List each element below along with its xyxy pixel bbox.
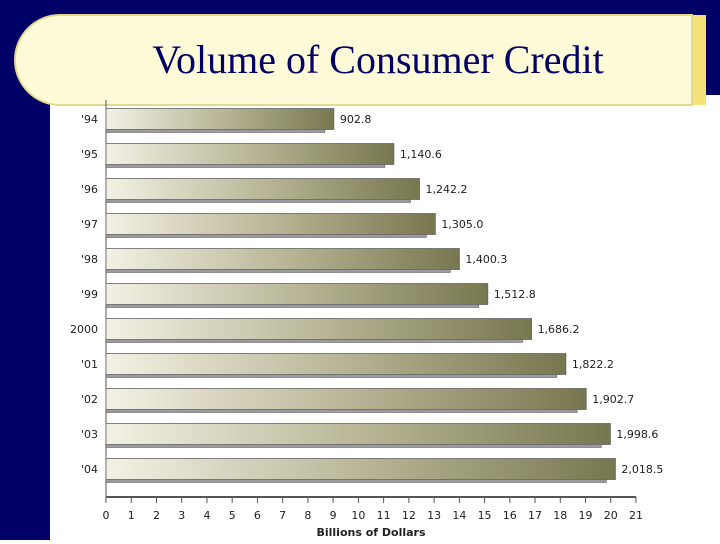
x-tick-label: 19 — [579, 509, 593, 522]
bar — [105, 318, 532, 340]
x-tick-label: 2 — [153, 509, 160, 522]
value-label: 1,140.6 — [400, 148, 442, 161]
bar — [105, 143, 395, 165]
bar — [105, 458, 616, 480]
y-tick-label: '95 — [81, 148, 98, 161]
y-tick-label: '01 — [81, 358, 98, 371]
x-tick-label: 0 — [103, 509, 110, 522]
x-tick-label: 13 — [427, 509, 441, 522]
x-tick-label: 6 — [254, 509, 261, 522]
x-tick-label: 18 — [553, 509, 567, 522]
bar — [105, 353, 567, 375]
x-tick-label: 11 — [377, 509, 391, 522]
x-tick-label: 9 — [330, 509, 337, 522]
x-tick-label: 7 — [279, 509, 286, 522]
y-tick-label: '97 — [81, 218, 98, 231]
value-label: 1,512.8 — [494, 288, 536, 301]
y-tick-label: '02 — [81, 393, 98, 406]
x-tick-label: 17 — [528, 509, 542, 522]
accent-stripe — [690, 15, 706, 105]
value-label: 1,400.3 — [465, 253, 507, 266]
value-label: 1,305.0 — [441, 218, 483, 231]
x-tick-label: 15 — [478, 509, 492, 522]
x-tick-label: 3 — [178, 509, 185, 522]
value-label: 1,902.7 — [592, 393, 634, 406]
chart-title: Volume of Consumer Credit — [152, 37, 603, 82]
x-tick-label: 12 — [402, 509, 416, 522]
y-tick-label: '04 — [81, 463, 98, 476]
value-label: 1,998.6 — [616, 428, 658, 441]
bar — [105, 108, 335, 130]
x-axis-label: Billions of Dollars — [316, 526, 425, 539]
y-tick-label: '94 — [81, 113, 98, 126]
x-tick-label: 1 — [128, 509, 135, 522]
value-label: 1,822.2 — [572, 358, 614, 371]
value-label: 902.8 — [340, 113, 372, 126]
x-tick-label: 16 — [503, 509, 517, 522]
bar — [105, 388, 587, 410]
bar — [105, 178, 420, 200]
x-tick-label: 8 — [304, 509, 311, 522]
x-tick-label: 21 — [629, 509, 643, 522]
x-tick-label: 5 — [229, 509, 236, 522]
bar — [105, 283, 489, 305]
y-tick-label: '98 — [81, 253, 98, 266]
bar — [105, 248, 460, 270]
bar — [105, 423, 611, 445]
value-label: 1,686.2 — [538, 323, 580, 336]
bar — [105, 213, 436, 235]
y-tick-label: '99 — [81, 288, 98, 301]
x-tick-label: 20 — [604, 509, 618, 522]
x-tick-label: 14 — [452, 509, 466, 522]
x-tick-label: 4 — [203, 509, 210, 522]
y-tick-label: 2000 — [70, 323, 98, 336]
value-label: 1,242.2 — [426, 183, 468, 196]
y-tick-label: '03 — [81, 428, 98, 441]
title-box — [13, 14, 693, 106]
y-tick-label: '96 — [81, 183, 98, 196]
x-tick-label: 10 — [351, 509, 365, 522]
value-label: 2,018.5 — [621, 463, 663, 476]
